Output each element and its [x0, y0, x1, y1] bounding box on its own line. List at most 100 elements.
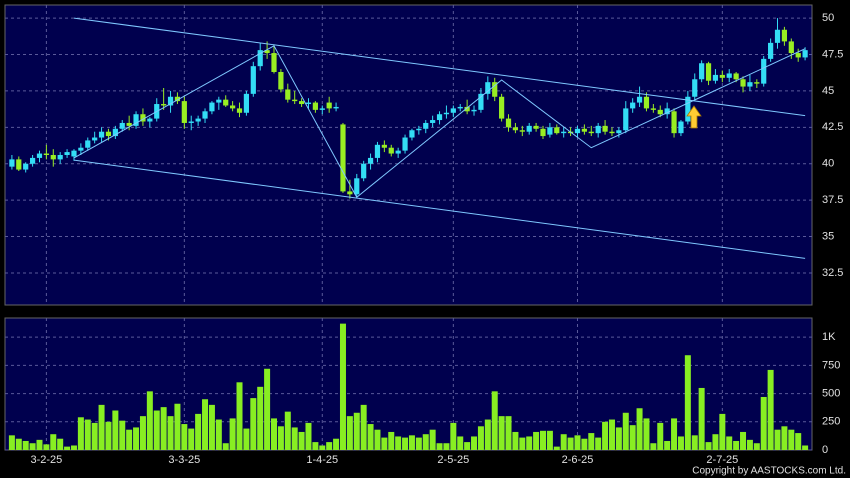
candle-body [374, 144, 381, 158]
volume-bar [312, 442, 319, 450]
volume-bar [64, 446, 71, 450]
volume-bar [333, 438, 340, 450]
volume-panel [4, 317, 813, 451]
candle-body [630, 102, 636, 109]
volume-bar [395, 436, 402, 450]
x-tick-label: 2-7-25 [706, 454, 738, 466]
volume-bar [595, 437, 602, 450]
volume-bar [305, 422, 312, 450]
candle-body [278, 71, 284, 90]
volume-bar [222, 443, 229, 450]
candle-body [574, 128, 581, 134]
candle-body [754, 82, 760, 84]
candle-body [464, 106, 470, 112]
candle-body [16, 159, 22, 170]
volume-bar [8, 435, 15, 450]
candle-body [333, 106, 339, 109]
volume-bar [498, 416, 505, 450]
candle-body [788, 41, 794, 54]
volume-bar [139, 416, 146, 450]
candle-body [609, 131, 615, 134]
volume-bar [50, 434, 57, 450]
candle-body [216, 99, 222, 103]
volume-bar [802, 445, 809, 450]
volume-bar [339, 323, 346, 450]
volume-bar [374, 429, 381, 450]
candle-body [402, 137, 408, 151]
volume-bar [112, 410, 119, 450]
candle-body [112, 128, 118, 137]
volume-bar [181, 424, 188, 450]
candle-body [602, 125, 608, 132]
candle-body [36, 153, 43, 158]
volume-bar [22, 440, 29, 450]
candle-body [319, 108, 325, 110]
volume-bar [326, 442, 333, 450]
volume-bar [70, 445, 77, 450]
volume-bar [36, 439, 43, 450]
candle-body [64, 152, 70, 155]
candle-body [78, 147, 84, 151]
candle-body [802, 50, 808, 58]
candle-body [581, 128, 587, 132]
candle-body [285, 89, 291, 100]
volume-bar [277, 426, 284, 450]
volume-bar [43, 444, 50, 450]
y-tick-label: 45 [822, 85, 834, 97]
candle-body [678, 121, 684, 134]
candle-body [657, 109, 663, 115]
candle-body [623, 108, 629, 131]
y-tick-label: 50 [822, 12, 834, 24]
volume-bar [705, 442, 712, 450]
volume-bar [484, 419, 491, 450]
volume-bar [753, 443, 760, 450]
volume-bar [574, 435, 581, 450]
candle-body [223, 99, 229, 106]
volume-bar [167, 416, 174, 450]
volume-bar [229, 418, 236, 450]
candle-body [699, 63, 705, 80]
volume-bar [671, 418, 678, 450]
volume-bar [457, 436, 464, 450]
candle-body [271, 53, 277, 72]
volume-bar [360, 404, 367, 450]
candle-body [85, 140, 91, 148]
candle-body [105, 131, 112, 137]
candle-body [616, 130, 622, 134]
candle-body [430, 120, 436, 123]
candle-body [499, 96, 505, 119]
volume-tick-label: 750 [822, 359, 840, 371]
volume-bar [519, 437, 526, 450]
volume-bar [133, 427, 140, 450]
volume-bar [657, 422, 664, 450]
volume-bar [29, 443, 36, 450]
candle-body [209, 102, 215, 112]
candle-body [181, 101, 187, 123]
volume-bar [698, 387, 705, 450]
volume-bar [629, 425, 636, 450]
volume-bar [664, 440, 671, 450]
volume-bar [91, 422, 98, 450]
volume-bar [257, 386, 264, 450]
candle-body [436, 114, 443, 121]
x-tick-label: 1-4-25 [306, 454, 338, 466]
volume-bar [402, 437, 409, 450]
volume-bar [105, 421, 112, 450]
volume-bar [243, 428, 250, 450]
candle-body [705, 63, 712, 81]
candle-body [202, 111, 208, 119]
volume-bar [505, 416, 512, 450]
candle-body [636, 96, 643, 103]
volume-bar [726, 436, 733, 450]
candle-body [774, 29, 781, 43]
candle-body [174, 96, 181, 102]
candle-body [450, 108, 456, 113]
y-tick-label: 35 [822, 230, 834, 242]
volume-bar [15, 438, 22, 450]
trend-line [73, 45, 806, 198]
volume-bar [636, 408, 643, 450]
volume-bar [471, 436, 478, 450]
volume-bar [77, 417, 84, 450]
candle-body [347, 191, 353, 195]
candle-body [554, 127, 560, 134]
